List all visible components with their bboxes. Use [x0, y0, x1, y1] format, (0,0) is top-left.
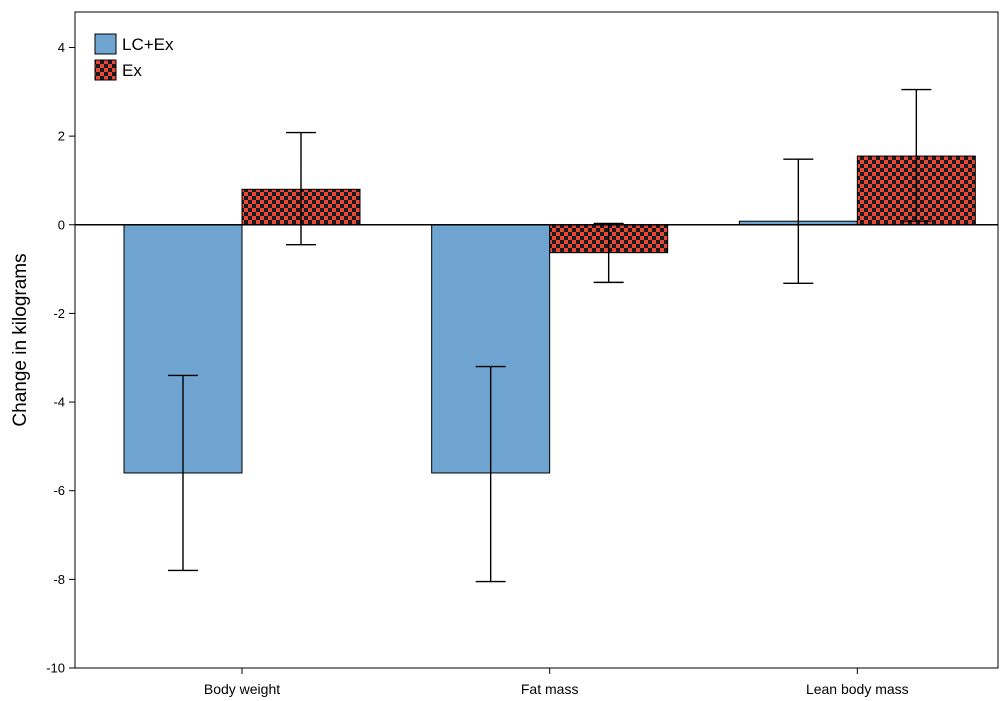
x-tick-label: Lean body mass: [806, 681, 909, 697]
legend-label: Ex: [122, 61, 142, 80]
x-tick-label: Body weight: [204, 681, 280, 697]
y-tick-label: 4: [58, 40, 65, 55]
error-bar: [901, 88, 932, 222]
plot-frame: [74, 11, 999, 669]
y-tick-label: -6: [53, 483, 65, 498]
axes: 4 2 0 -2 -4 -6 -8 -10 Body weight Fat mass Lean bo…: [46, 11, 999, 697]
legend-swatch: [94, 59, 117, 81]
legend-swatch: [94, 33, 117, 55]
legend-label: LC+Ex: [122, 35, 174, 54]
y-tick-label: -4: [53, 395, 65, 410]
y-tick-label: 0: [58, 217, 65, 232]
y-axis-title: Change in kilograms: [10, 253, 31, 426]
error-bar: [286, 131, 316, 246]
plot-area: [123, 88, 976, 583]
error-bar: [593, 222, 624, 284]
y-tick-label: -10: [46, 661, 65, 676]
y-tick-label: -8: [53, 572, 65, 587]
y-tick-label: -2: [53, 306, 65, 321]
y-tick-label: 2: [58, 129, 65, 144]
legend: LC+Ex Ex: [94, 33, 174, 81]
error-bar: [168, 374, 198, 572]
x-tick-label: Fat mass: [521, 681, 579, 697]
error-bar: [475, 365, 506, 583]
error-bar: [783, 158, 814, 284]
